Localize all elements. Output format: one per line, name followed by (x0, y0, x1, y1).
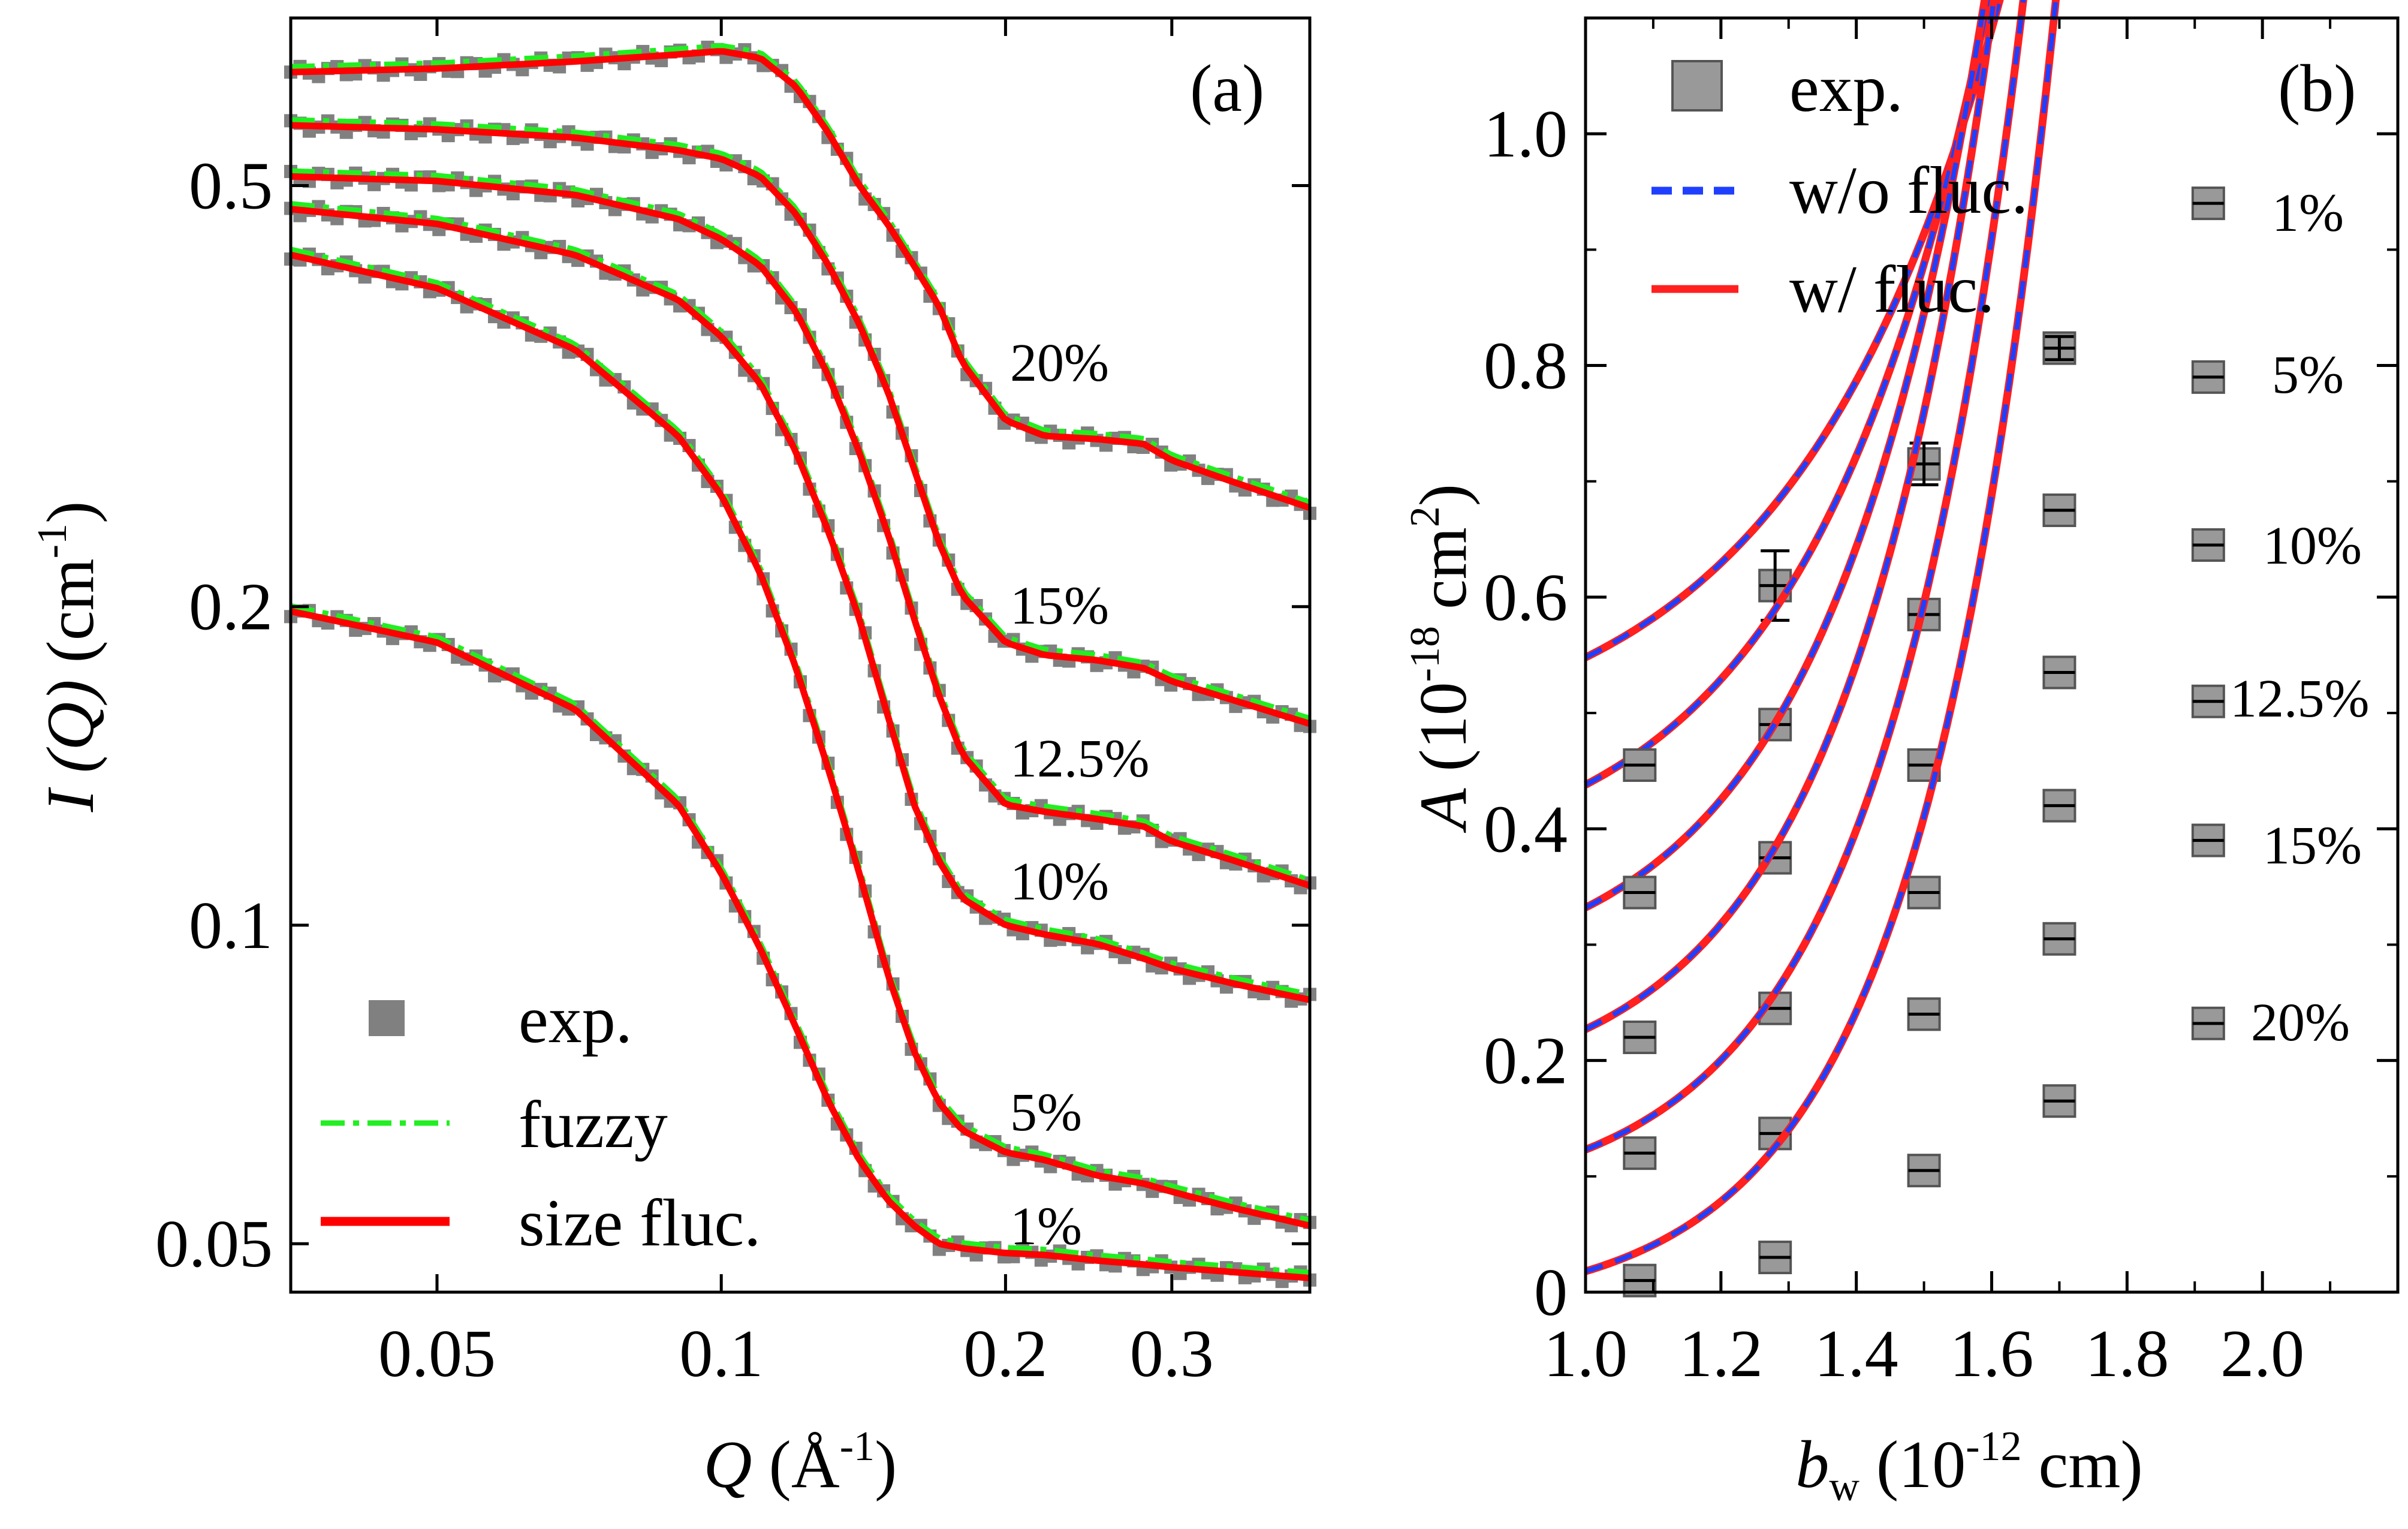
legend-exp-label: exp. (519, 983, 632, 1057)
panel-b-xlabel-sub: w (1829, 1464, 1860, 1510)
size-fluc-line-15% (290, 122, 1311, 727)
panel-a-ytick-label: 0.5 (189, 149, 273, 223)
panel-a-ylabel-exp: -1 (29, 523, 76, 558)
panel-b-xtick-label: 1.4 (1815, 1317, 1898, 1391)
panel-b-legend: exp. w/o fluc. w/ fluc. (1651, 52, 2028, 327)
panel-a-ylabel: I (Q) (cm-1) (29, 501, 108, 813)
wo-fluc-line-20% (1584, 0, 2059, 1274)
wo-fluc-line-10% (1584, 0, 1987, 910)
panel-a-curve-label: 1% (1010, 1197, 1082, 1256)
panel-b-xtick-label: 1.2 (1679, 1317, 1763, 1391)
panel-b-curve-label: 15% (2263, 816, 2362, 875)
wo-fluc-line-5% (1584, 0, 1991, 787)
panel-b-ytick-label: 0.6 (1484, 561, 1568, 635)
panel-a-xtick-label: 0.3 (1130, 1317, 1214, 1391)
panel-b-ytick-label: 1.0 (1484, 97, 1568, 171)
panel-a: (a) 0.05 0.1 0.2 0.3 0.05 0.1 0.2 0.5 Q … (29, 16, 1316, 1502)
panel-b-xtick-label: 1.8 (2085, 1317, 2169, 1391)
panel-b-ytick-label: 0.8 (1484, 329, 1568, 404)
panel-b-xlabel-symbol: b (1795, 1428, 1829, 1502)
wo-fluc-line-12.5% (1584, 0, 1997, 1032)
panel-a-ticks (291, 18, 1310, 1292)
legend-exp-marker (369, 1000, 405, 1036)
panel-b-curve-label: 20% (2251, 993, 2350, 1052)
panel-a-xlabel: Q (Å-1) (704, 1423, 897, 1502)
panel-b-xlabel-close: cm) (2022, 1428, 2143, 1502)
panel-b-ylabel-unit: (10 (1406, 682, 1481, 771)
panel-a-curve-label: 12.5% (1010, 729, 1149, 788)
panel-b-ylabel-symbol: A (1406, 788, 1481, 833)
panel-b-ytick-label: 0.2 (1484, 1024, 1568, 1098)
panel-b-xtick-label: 1.0 (1544, 1317, 1628, 1391)
panel-b-xlabel-exp: -12 (1966, 1423, 2021, 1470)
panel-a-ytick-label: 0.05 (155, 1207, 273, 1281)
panel-a-xlabel-unit: (Å (769, 1428, 840, 1502)
panel-b-xtick-label: 1.6 (1950, 1317, 2034, 1391)
panel-b-curve-label: 5% (2272, 345, 2344, 405)
panel-b-ylabel: A (10-18 cm2) (1402, 484, 1481, 833)
panel-b-xlabel: bw (10-12 cm) (1795, 1423, 2142, 1515)
panel-b-ticks (1584, 17, 2398, 1294)
size-fluc-line-10% (290, 206, 1311, 1003)
size-fluc-line-5% (290, 251, 1311, 1229)
panel-b-label: (b) (2278, 52, 2356, 126)
panel-a-xtick-label: 0.2 (963, 1317, 1047, 1391)
panel-a-ylabel-close: ) (34, 501, 108, 523)
panel-b-ytick-label: 0.4 (1484, 792, 1568, 866)
legend-b-exp-marker (1671, 60, 1723, 112)
panel-a-legend: exp. fuzzy size fluc. (321, 983, 761, 1260)
panel-a-xtick-label: 0.1 (679, 1317, 763, 1391)
panel-a-xlabel-close: ) (875, 1428, 897, 1502)
panel-a-ylabel-unit: (cm (34, 558, 108, 663)
panel-a-xlabel-symbol: Q (704, 1428, 752, 1502)
panel-b-curve-label: 1% (2272, 183, 2344, 243)
panel-a-xtick-label: 0.05 (378, 1317, 496, 1391)
panel-b-xtick-label: 2.0 (2220, 1317, 2304, 1391)
panel-a-data-layer (284, 40, 1316, 1289)
panel-a-curve-label: 5% (1010, 1083, 1082, 1142)
size-fluc-line-1% (290, 608, 1310, 1281)
panel-b-ylabel-exp2: 2 (1402, 506, 1448, 527)
panel-a-ytick-label: 0.1 (189, 889, 273, 963)
legend-size-fluc-label: size fluc. (519, 1186, 761, 1260)
legend-b-wo-fluc-label: w/o fluc. (1789, 153, 2028, 228)
size-fluc-line-20% (290, 48, 1311, 511)
fuzzy-line-20% (290, 43, 1311, 505)
fuzzy-line-12.5% (290, 168, 1311, 883)
wo-fluc-line-1% (1584, 0, 2003, 660)
panel-a-ytick-label: 0.2 (189, 570, 273, 645)
panel-a-frame (289, 16, 1312, 1294)
panel-a-xlabel-exp: -1 (840, 1423, 875, 1470)
panel-a-ylabel-paren: (Q) (34, 679, 108, 772)
size-fluc-line-12.5% (290, 173, 1311, 889)
panel-b-curve-label: 10% (2263, 516, 2362, 576)
panel-b-ylabel-exp: -18 (1402, 626, 1448, 682)
legend-b-exp-label: exp. (1789, 52, 1903, 126)
panel-b: (b) 1.0 1.2 1.4 1.6 1.8 2.0 0 0.2 0.4 0.… (1402, 0, 2400, 1515)
panel-b-data-layer (1583, 0, 2225, 1298)
legend-b-w-fluc-label: w/ fluc. (1789, 252, 1994, 327)
wo-fluc-line-15% (1584, 0, 2026, 1152)
panel-a-curve-label: 10% (1010, 852, 1109, 911)
panel-a-ylabel-symbol: I (34, 787, 108, 812)
panel-b-ylabel-mid: cm (1406, 527, 1481, 626)
panel-a-curve-label: 15% (1010, 576, 1109, 636)
legend-fuzzy-label: fuzzy (519, 1088, 668, 1162)
panel-b-xlabel-unit: (10 (1876, 1428, 1966, 1502)
panel-b-curve-label: 12.5% (2230, 669, 2369, 729)
panel-b-ytick-label: 0 (1534, 1256, 1568, 1330)
panel-a-curve-label: 20% (1010, 333, 1109, 393)
panel-a-label: (a) (1190, 52, 1264, 126)
panel-b-ylabel-close: ) (1406, 484, 1481, 506)
